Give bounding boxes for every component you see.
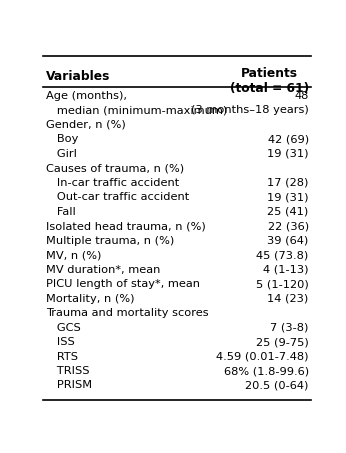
Text: 14 (23): 14 (23) xyxy=(267,294,309,304)
Text: Gender, n (%): Gender, n (%) xyxy=(46,120,126,130)
Text: 25 (41): 25 (41) xyxy=(267,207,309,217)
Text: Fall: Fall xyxy=(46,207,76,217)
Text: 22 (36): 22 (36) xyxy=(267,221,309,231)
Text: Patients
(total = 61): Patients (total = 61) xyxy=(230,67,309,95)
Text: 68% (1.8-99.6): 68% (1.8-99.6) xyxy=(224,366,309,376)
Text: Variables: Variables xyxy=(46,70,110,83)
Text: 45 (73.8): 45 (73.8) xyxy=(256,250,309,260)
Text: median (minimum-maximum): median (minimum-maximum) xyxy=(46,106,227,116)
Text: 25 (9-75): 25 (9-75) xyxy=(256,337,309,347)
Text: 7 (3-8): 7 (3-8) xyxy=(270,323,309,333)
Text: MV, n (%): MV, n (%) xyxy=(46,250,101,260)
Text: Causes of trauma, n (%): Causes of trauma, n (%) xyxy=(46,164,184,173)
Text: 39 (64): 39 (64) xyxy=(267,236,309,246)
Text: Out-car traffic accident: Out-car traffic accident xyxy=(46,193,189,202)
Text: Multiple trauma, n (%): Multiple trauma, n (%) xyxy=(46,236,174,246)
Text: GCS: GCS xyxy=(46,323,81,333)
Text: 42 (69): 42 (69) xyxy=(267,135,309,145)
Text: PICU length of stay*, mean: PICU length of stay*, mean xyxy=(46,279,200,289)
Text: 19 (31): 19 (31) xyxy=(267,193,309,202)
Text: PRISM: PRISM xyxy=(46,381,92,390)
Text: 19 (31): 19 (31) xyxy=(267,149,309,159)
Text: 48: 48 xyxy=(294,91,309,101)
Text: Boy: Boy xyxy=(46,135,78,145)
Text: 20.5 (0-64): 20.5 (0-64) xyxy=(245,381,309,390)
Text: RTS: RTS xyxy=(46,352,78,361)
Text: Mortality, n (%): Mortality, n (%) xyxy=(46,294,135,304)
Text: Trauma and mortality scores: Trauma and mortality scores xyxy=(46,308,209,318)
Text: 4.59 (0.01-7.48): 4.59 (0.01-7.48) xyxy=(216,352,309,361)
Text: 4 (1-13): 4 (1-13) xyxy=(263,265,309,275)
Text: TRISS: TRISS xyxy=(46,366,89,376)
Text: MV duration*, mean: MV duration*, mean xyxy=(46,265,160,275)
Text: 5 (1-120): 5 (1-120) xyxy=(256,279,309,289)
Text: 17 (28): 17 (28) xyxy=(267,178,309,188)
Text: Age (months),: Age (months), xyxy=(46,91,127,101)
Text: ISS: ISS xyxy=(46,337,75,347)
Text: In-car traffic accident: In-car traffic accident xyxy=(46,178,179,188)
Text: Isolated head trauma, n (%): Isolated head trauma, n (%) xyxy=(46,221,206,231)
Text: Girl: Girl xyxy=(46,149,77,159)
Text: (3 months–18 years): (3 months–18 years) xyxy=(191,106,309,116)
